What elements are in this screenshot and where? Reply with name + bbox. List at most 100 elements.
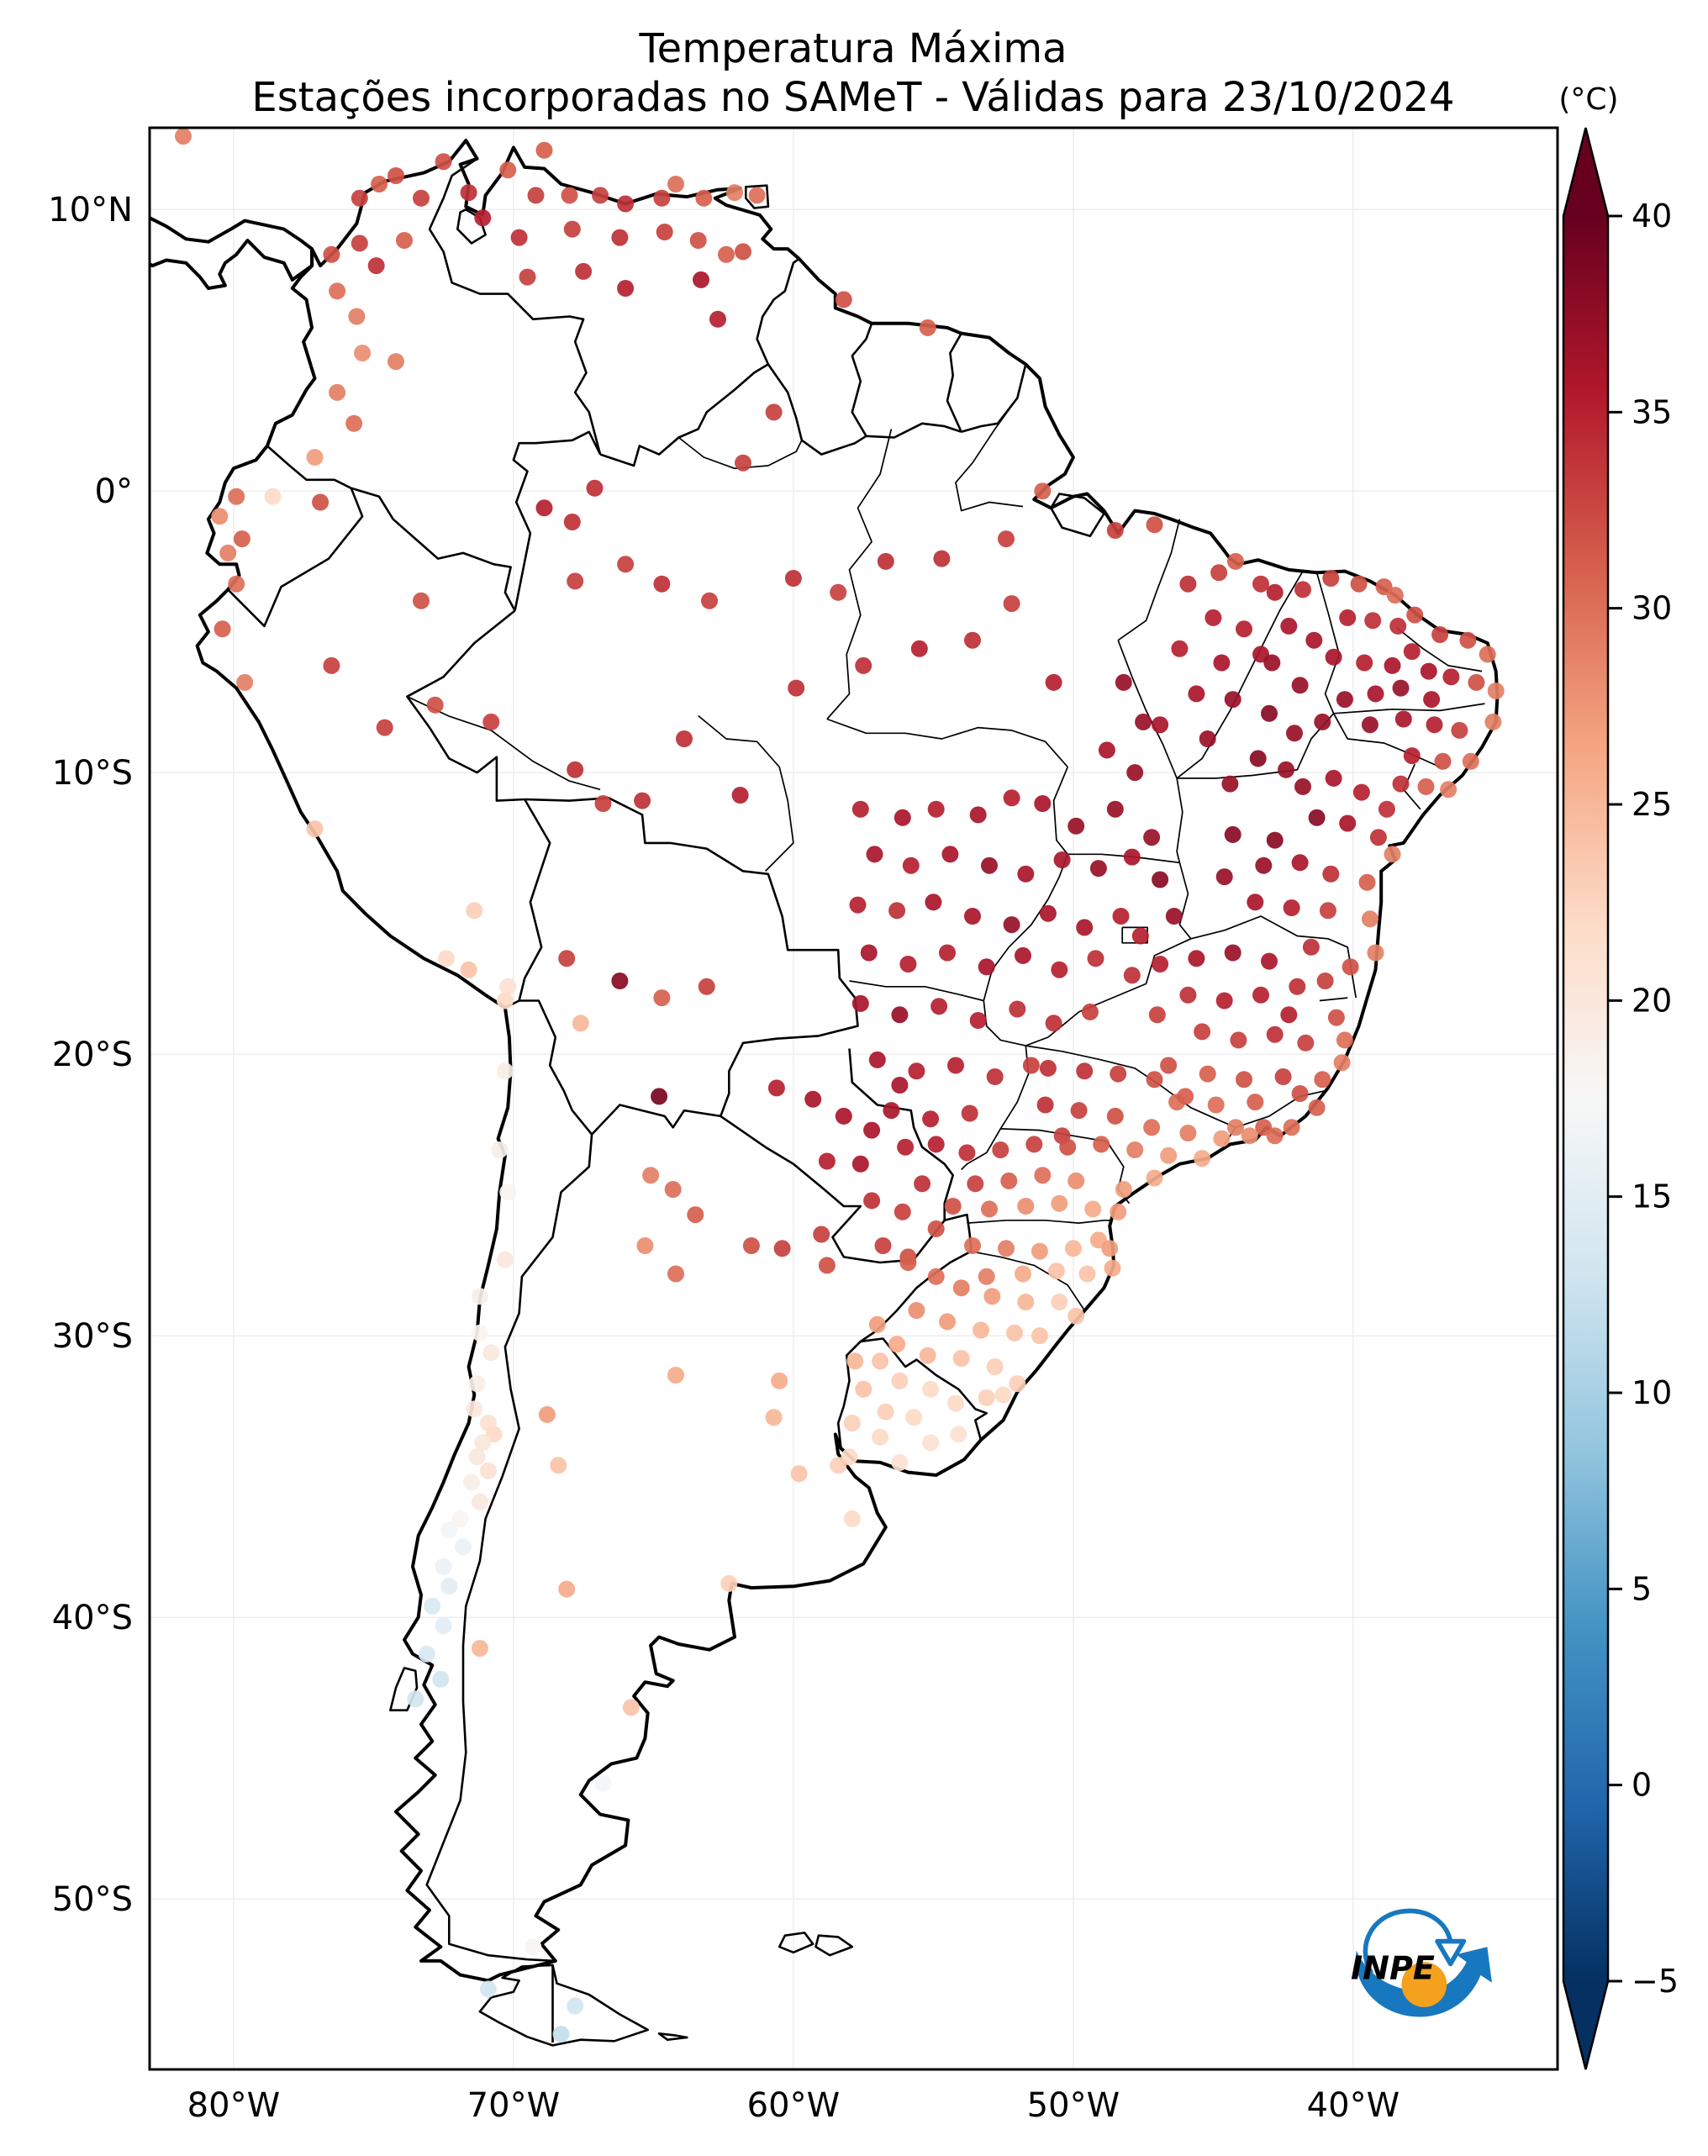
station-dot xyxy=(1160,1147,1178,1164)
station-dot xyxy=(998,530,1015,548)
station-dot xyxy=(964,908,981,925)
station-dot xyxy=(426,696,444,714)
station-dot xyxy=(329,383,346,401)
station-dot xyxy=(306,449,324,466)
station-dot xyxy=(720,1574,738,1592)
y-tick-label: 0° xyxy=(95,472,133,511)
y-tick-label: 10°S xyxy=(52,754,133,793)
station-dot xyxy=(846,1352,864,1370)
station-dot xyxy=(964,631,981,649)
station-dot xyxy=(1364,612,1382,630)
station-dot xyxy=(463,1473,480,1491)
station-dot xyxy=(376,719,393,736)
station-dot xyxy=(535,499,553,517)
station-dot xyxy=(1286,725,1303,742)
station-dot xyxy=(519,268,536,286)
station-dot xyxy=(742,1237,760,1254)
station-dot xyxy=(1261,704,1278,722)
station-dot xyxy=(1224,691,1241,709)
station-dot xyxy=(1101,1240,1119,1257)
station-dot xyxy=(387,167,404,184)
station-dot xyxy=(863,1192,881,1210)
station-dot xyxy=(1047,1262,1065,1280)
station-dot xyxy=(1051,1294,1068,1310)
station-dot xyxy=(922,1110,940,1128)
station-dot xyxy=(910,640,928,657)
station-dot xyxy=(264,488,282,505)
station-dot xyxy=(676,730,693,747)
station-dot xyxy=(1093,1136,1110,1153)
country-border xyxy=(351,487,516,612)
station-dot xyxy=(1333,1054,1351,1072)
state-border xyxy=(677,436,803,470)
station-dot xyxy=(435,1617,452,1635)
station-dot xyxy=(1068,817,1085,835)
station-dot xyxy=(1207,1096,1225,1114)
state-border xyxy=(1176,571,1304,779)
station-dot xyxy=(563,514,581,530)
station-dot xyxy=(499,1183,517,1201)
station-dot xyxy=(843,1510,861,1527)
state-border xyxy=(1319,997,1348,1002)
station-dot xyxy=(908,1302,925,1319)
station-dot xyxy=(1171,640,1189,657)
station-dot xyxy=(323,656,340,674)
station-dot xyxy=(1089,860,1107,878)
country-border xyxy=(866,422,962,439)
station-dot xyxy=(499,161,517,179)
country-border xyxy=(599,363,769,467)
station-dot xyxy=(927,800,945,818)
station-dot xyxy=(1434,752,1452,770)
station-dot xyxy=(451,1510,469,1527)
station-dot xyxy=(471,1493,488,1510)
station-dot xyxy=(471,1324,488,1342)
station-dot xyxy=(709,310,726,328)
station-dot xyxy=(653,575,671,593)
station-dot xyxy=(735,243,751,261)
inpe-logo: INPE xyxy=(1351,1908,1492,2017)
station-dot xyxy=(908,1062,925,1080)
country-border xyxy=(525,797,857,999)
station-dot xyxy=(1015,1265,1031,1283)
colorbar-tick-label: 40 xyxy=(1632,198,1672,235)
station-dot xyxy=(718,245,735,263)
station-dot xyxy=(1403,643,1421,661)
station-dot xyxy=(233,530,250,548)
country-border xyxy=(860,1337,988,1441)
station-dot xyxy=(905,1409,923,1426)
station-dot xyxy=(851,994,869,1012)
station-dot xyxy=(1177,1088,1194,1105)
station-dot xyxy=(611,973,629,989)
station-dot xyxy=(653,189,671,207)
station-dot xyxy=(1106,522,1124,539)
station-dot xyxy=(1278,761,1294,778)
station-dot xyxy=(228,488,245,505)
station-dot xyxy=(1367,685,1384,703)
state-border xyxy=(1025,938,1192,1046)
station-dot xyxy=(914,1175,931,1193)
station-dot xyxy=(482,713,500,730)
station-dot xyxy=(947,1057,964,1074)
station-dot xyxy=(1039,1059,1057,1077)
station-dot xyxy=(767,1079,785,1097)
y-tick-label: 50°S xyxy=(52,1880,133,1919)
station-dot xyxy=(1302,938,1320,956)
station-dot xyxy=(563,220,581,238)
station-dot xyxy=(1031,1327,1048,1345)
station-dot xyxy=(1110,1203,1127,1220)
station-dot xyxy=(693,271,709,288)
station-dot xyxy=(952,1350,970,1367)
station-dot xyxy=(558,1580,576,1598)
station-dot xyxy=(927,1136,945,1153)
colorbar-tick-label: 20 xyxy=(1632,982,1672,1019)
station-dot xyxy=(617,195,635,213)
station-dot xyxy=(843,1415,861,1431)
country-border xyxy=(406,609,525,802)
station-dot xyxy=(897,1138,915,1156)
station-dot xyxy=(1017,1294,1035,1310)
station-dot xyxy=(818,1257,836,1274)
station-dot xyxy=(561,187,578,204)
state-border xyxy=(1190,915,1357,999)
station-dot xyxy=(1098,741,1115,759)
station-dot xyxy=(592,187,609,204)
